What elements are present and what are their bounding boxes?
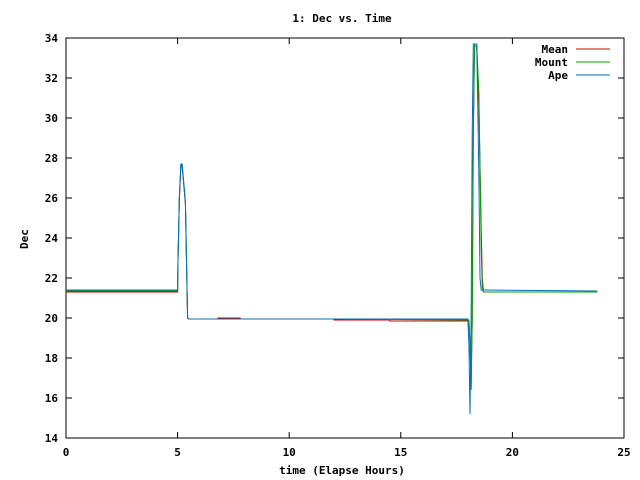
y-tick-label: 26 xyxy=(45,192,59,205)
series-line-mean xyxy=(66,45,598,389)
series-group xyxy=(66,43,598,415)
y-tick-label: 20 xyxy=(45,312,58,325)
x-tick-label: 10 xyxy=(283,446,296,459)
x-tick-label: 15 xyxy=(394,446,407,459)
chart-title: 1: Dec vs. Time xyxy=(292,12,392,25)
y-axis-label: Dec xyxy=(18,229,31,249)
y-tick-label: 34 xyxy=(45,32,59,45)
legend-label-mean: Mean xyxy=(542,43,569,56)
legend-label-mount: Mount xyxy=(535,56,568,69)
y-tick-label: 16 xyxy=(45,392,59,405)
y-tick-label: 30 xyxy=(45,112,58,125)
y-tick-label: 22 xyxy=(45,272,58,285)
x-tick-label: 0 xyxy=(63,446,70,459)
x-tick-label: 20 xyxy=(506,446,519,459)
y-tick-label: 28 xyxy=(45,152,58,165)
x-tick-label: 25 xyxy=(617,446,630,459)
legend-label-ape: Ape xyxy=(548,69,568,82)
y-tick-label: 32 xyxy=(45,72,58,85)
plot-frame xyxy=(65,37,625,439)
axes-group: 0 5 10 15 20 25 14 16 18 20 22 24 26 28 30 32 34 xyxy=(45,32,631,459)
x-axis-label: time (Elapse Hours) xyxy=(279,464,405,477)
series-line-ape xyxy=(66,43,598,415)
y-tick-label: 24 xyxy=(45,232,59,245)
x-tick-label: 5 xyxy=(174,446,181,459)
series-line-mount xyxy=(66,43,598,391)
y-tick-label: 18 xyxy=(45,352,58,365)
y-tick-label: 14 xyxy=(45,432,59,445)
